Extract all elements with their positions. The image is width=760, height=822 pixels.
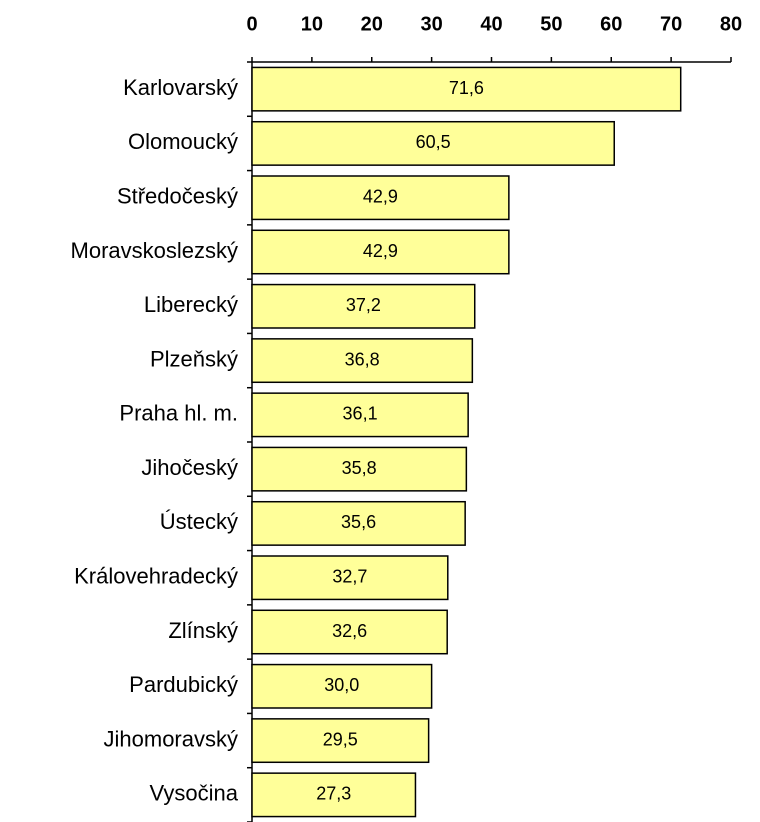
bar — [251, 772, 417, 818]
bar — [251, 175, 510, 221]
x-tick-label: 0 — [246, 13, 257, 35]
x-tick-label: 50 — [540, 13, 562, 35]
value-label: 37,2 — [346, 295, 381, 315]
bar — [251, 663, 433, 709]
value-label: 29,5 — [323, 729, 358, 749]
x-tick-label: 70 — [660, 13, 682, 35]
x-tick-label: 20 — [361, 13, 383, 35]
value-label: 42,9 — [363, 186, 398, 206]
x-tick-label: 30 — [421, 13, 443, 35]
bar — [251, 609, 448, 655]
bar — [251, 718, 430, 764]
y-tick-label: Liberecký — [144, 292, 238, 317]
y-tick-label: Vysočina — [150, 781, 239, 806]
y-tick-label: Zlínský — [168, 618, 238, 643]
value-label: 32,6 — [332, 621, 367, 641]
bar — [251, 392, 469, 438]
bar — [251, 500, 466, 546]
y-tick-label: Jihočeský — [141, 455, 238, 480]
value-label: 71,6 — [449, 78, 484, 98]
y-tick-label: Královehradecký — [74, 564, 238, 589]
y-tick-label: Ústecký — [160, 509, 238, 534]
y-tick-label: Olomoucký — [128, 129, 238, 154]
value-label: 35,8 — [342, 458, 377, 478]
bar — [251, 66, 682, 112]
y-tick-label: Plzeňský — [150, 346, 238, 371]
bar — [251, 338, 474, 384]
bar — [251, 229, 510, 275]
value-label: 30,0 — [324, 675, 359, 695]
x-tick-label: 40 — [480, 13, 502, 35]
x-tick-label: 10 — [301, 13, 323, 35]
bar — [251, 283, 476, 329]
value-label: 60,5 — [416, 132, 451, 152]
value-label: 36,8 — [345, 349, 380, 369]
bar — [251, 446, 468, 492]
y-tick-label: Praha hl. m. — [119, 401, 238, 426]
bar — [251, 555, 449, 601]
value-label: 35,6 — [341, 512, 376, 532]
y-tick-label: Karlovarský — [123, 75, 238, 100]
value-label: 32,7 — [332, 566, 367, 586]
value-label: 36,1 — [343, 404, 378, 424]
bar — [251, 120, 615, 166]
y-tick-label: Pardubický — [129, 672, 238, 697]
y-tick-label: Jihomoravský — [104, 726, 238, 751]
value-label: 42,9 — [363, 241, 398, 261]
x-tick-label: 60 — [600, 13, 622, 35]
y-tick-label: Středočeský — [117, 184, 238, 209]
x-tick-label: 80 — [720, 13, 742, 35]
value-label: 27,3 — [316, 784, 351, 804]
y-tick-label: Moravskoslezský — [71, 238, 238, 263]
